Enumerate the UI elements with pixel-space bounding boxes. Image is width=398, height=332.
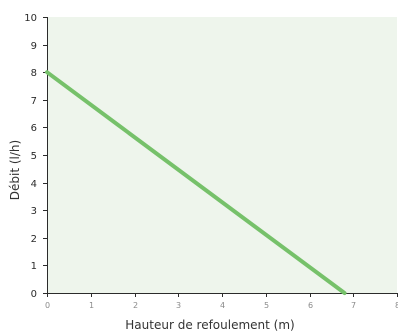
x-tick-label: 6	[308, 301, 313, 310]
x-tick-label: 0	[45, 301, 50, 310]
y-tick-label: 4	[31, 179, 37, 190]
x-tick-label: 7	[351, 301, 356, 310]
x-tick-label: 4	[220, 301, 225, 310]
y-tick-label: 2	[31, 234, 37, 245]
series-line	[45, 70, 347, 295]
plot-area	[47, 17, 397, 293]
y-tick-label: 7	[31, 96, 37, 107]
y-tick-label: 10	[24, 13, 37, 24]
x-axis-title: Hauteur de refoulement (m)	[125, 318, 294, 332]
series-group	[45, 70, 347, 295]
y-axis-title: Débit (l/h)	[8, 140, 22, 200]
x-tick-label: 8	[395, 301, 398, 310]
x-tick-label: 5	[264, 301, 269, 310]
x-tick-label: 3	[176, 301, 181, 310]
y-tick-label: 8	[31, 68, 37, 79]
x-tick-label: 2	[133, 301, 138, 310]
y-tick-label: 1	[31, 261, 37, 272]
y-tick-label: 6	[31, 123, 37, 134]
y-tick-label: 3	[31, 206, 37, 217]
y-tick-label: 9	[31, 41, 37, 52]
y-tick-label: 5	[31, 151, 37, 162]
y-axis: 0 1 2 3 4 5 6 7 8 9 10	[24, 13, 48, 300]
x-axis: 0 1 2 3 4 5 6 7 8	[45, 293, 398, 310]
y-tick-label: 0	[31, 289, 37, 300]
x-tick-label: 1	[89, 301, 94, 310]
